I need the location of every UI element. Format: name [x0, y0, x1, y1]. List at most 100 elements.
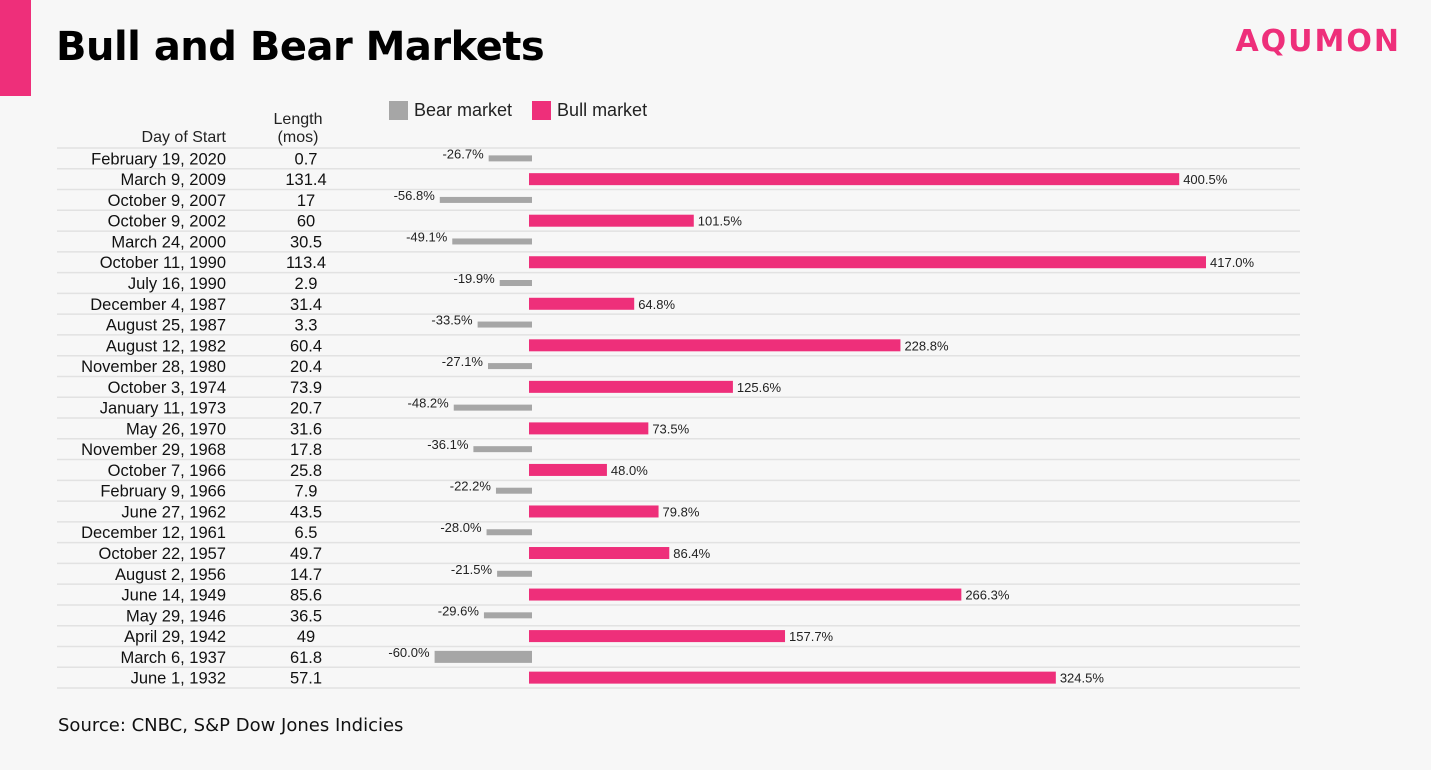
row-date-label: April 29, 1942 [124, 628, 226, 646]
row-date-label: August 2, 1956 [115, 566, 226, 584]
row-length-label: 73.9 [290, 379, 322, 397]
row-length-label: 60 [297, 213, 315, 231]
bear-bar [495, 487, 532, 494]
row-length-label: 57.1 [290, 670, 322, 688]
row-date-label: January 11, 1973 [100, 400, 226, 418]
bar-value-label: -21.5% [451, 562, 493, 577]
row-length-label: 49.7 [290, 545, 322, 563]
bear-bar [483, 612, 532, 619]
row-length-label: 25.8 [290, 462, 322, 480]
row-date-label: October 9, 2007 [108, 192, 226, 210]
row-date-label: November 29, 1968 [81, 441, 226, 459]
bar-value-label: 101.5% [698, 214, 743, 229]
row-date-label: February 19, 2020 [91, 150, 226, 168]
row-length-label: 0.7 [295, 150, 318, 168]
bar-value-label: 73.5% [652, 421, 689, 436]
bear-bar [488, 155, 532, 162]
row-length-label: 2.9 [295, 275, 318, 293]
bear-bar [486, 529, 532, 536]
row-date-label: October 22, 1957 [98, 545, 226, 563]
row-length-label: 3.3 [295, 317, 318, 335]
bar-value-label: -27.1% [442, 354, 484, 369]
row-date-label: May 29, 1946 [126, 607, 226, 625]
bar-value-label: 417.0% [1210, 255, 1255, 270]
bar-value-label: 324.5% [1060, 671, 1105, 686]
bear-bar [497, 570, 532, 577]
row-length-label: 43.5 [290, 503, 322, 521]
bar-value-label: 228.8% [904, 338, 949, 353]
column-header-length-line2: (mos) [277, 129, 319, 146]
bear-bar [453, 404, 532, 411]
bar-value-label: 79.8% [663, 504, 700, 519]
bar-value-label: 266.3% [965, 588, 1010, 603]
bar-value-label: -36.1% [427, 437, 469, 452]
bear-bar [488, 363, 532, 370]
bar-value-label: -22.2% [450, 479, 492, 494]
row-length-label: 14.7 [290, 566, 322, 584]
bull-bar [529, 630, 786, 643]
row-length-label: 20.7 [290, 400, 322, 418]
row-date-label: December 4, 1987 [90, 296, 226, 314]
row-length-label: 61.8 [290, 649, 322, 667]
bar-value-label: -19.9% [453, 271, 495, 286]
bull-swatch [532, 101, 552, 120]
bear-bar [477, 321, 532, 328]
row-date-label: December 12, 1961 [81, 524, 226, 542]
row-length-label: 20.4 [290, 358, 322, 376]
legend-label-bull: Bull market [557, 100, 648, 120]
row-date-label: February 9, 1966 [100, 483, 226, 501]
bull-bar [529, 339, 901, 352]
bull-bar [529, 297, 635, 310]
bull-bar [529, 422, 649, 435]
bear-bar [473, 446, 532, 453]
bull-bar [529, 380, 733, 393]
column-header-length: Length (mos) [258, 111, 338, 147]
row-date-label: October 7, 1966 [108, 462, 226, 480]
bear-swatch [389, 101, 408, 120]
bar-value-label: -56.8% [394, 188, 436, 203]
bar-value-label: -28.0% [440, 520, 482, 535]
bar-value-label: 157.7% [789, 629, 834, 644]
bar-value-label: -60.0% [388, 645, 430, 660]
row-length-label: 60.4 [290, 337, 322, 355]
row-length-label: 6.5 [295, 524, 318, 542]
bull-bar [529, 547, 670, 560]
bar-value-label: -49.1% [406, 229, 448, 244]
row-date-label: October 11, 1990 [100, 254, 226, 272]
row-length-label: 31.4 [290, 296, 322, 314]
brand-logo: AQUMON [1235, 24, 1401, 59]
bull-bar [529, 173, 1180, 186]
bar-value-label: 86.4% [673, 546, 710, 561]
row-date-label: June 27, 1962 [121, 503, 226, 521]
row-length-label: 17.8 [290, 441, 322, 459]
row-length-label: 85.6 [290, 587, 322, 605]
bar-value-label: -33.5% [431, 313, 473, 328]
bull-bar [529, 588, 962, 601]
bear-bar [434, 650, 532, 663]
row-length-label: 131.4 [285, 171, 326, 189]
row-length-label: 49 [297, 628, 315, 646]
row-date-label: October 9, 2002 [108, 213, 226, 231]
bull-bar [529, 256, 1206, 269]
legend-item-bear: Bear market [389, 100, 512, 121]
row-date-label: August 12, 1982 [106, 337, 226, 355]
bar-value-label: 64.8% [638, 297, 675, 312]
row-length-label: 7.9 [295, 483, 318, 501]
row-date-label: August 25, 1987 [106, 317, 226, 335]
row-date-label: March 6, 1937 [121, 649, 226, 667]
row-date-label: July 16, 1990 [128, 275, 226, 293]
row-length-label: 17 [297, 192, 315, 210]
legend-item-bull: Bull market [532, 100, 647, 121]
column-header-day-of-start: Day of Start [141, 129, 226, 146]
bull-bar [529, 214, 694, 227]
bar-value-label: 125.6% [737, 380, 782, 395]
row-date-label: June 14, 1949 [121, 587, 226, 605]
bear-bar [499, 280, 532, 287]
row-length-label: 113.4 [286, 254, 326, 272]
column-header-length-line1: Length [273, 111, 323, 128]
page-title: Bull and Bear Markets [56, 24, 545, 70]
row-date-label: October 3, 1974 [108, 379, 226, 397]
accent-bar [0, 0, 31, 96]
bull-bar [529, 463, 607, 476]
